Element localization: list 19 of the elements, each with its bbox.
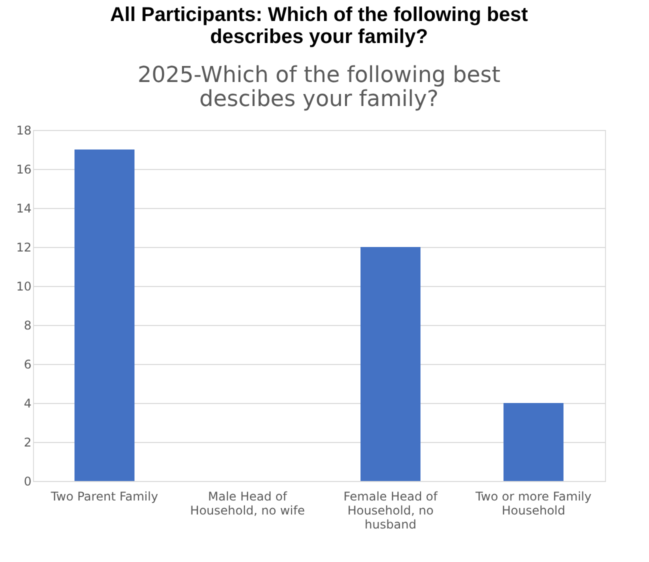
y-tick-label: 10 xyxy=(16,280,32,294)
bar xyxy=(360,247,420,481)
x-tick-label: Two Parent Family xyxy=(50,490,158,504)
y-tick-label: 8 xyxy=(24,318,32,332)
x-tick-label: Female Head of Household, no husband xyxy=(344,490,438,532)
y-tick-label: 4 xyxy=(24,396,32,410)
x-tick-label: Male Head of Household, no wife xyxy=(190,490,305,518)
chart-title: All Participants: Which of the following best describes your family? xyxy=(110,4,528,48)
y-tick-label: 0 xyxy=(24,474,32,488)
y-tick-label: 18 xyxy=(16,124,32,138)
chart-subtitle: 2025-Which of the following best descibes your family? xyxy=(138,63,501,112)
x-tick-label: Two or more Family Household xyxy=(474,490,592,518)
y-tick-label: 16 xyxy=(16,162,32,176)
bar xyxy=(504,403,564,481)
y-tick-label: 2 xyxy=(24,436,32,450)
y-tick-label: 6 xyxy=(24,358,32,372)
y-tick-label: 14 xyxy=(16,202,32,216)
bar xyxy=(74,150,134,481)
y-tick-label: 12 xyxy=(16,240,32,254)
